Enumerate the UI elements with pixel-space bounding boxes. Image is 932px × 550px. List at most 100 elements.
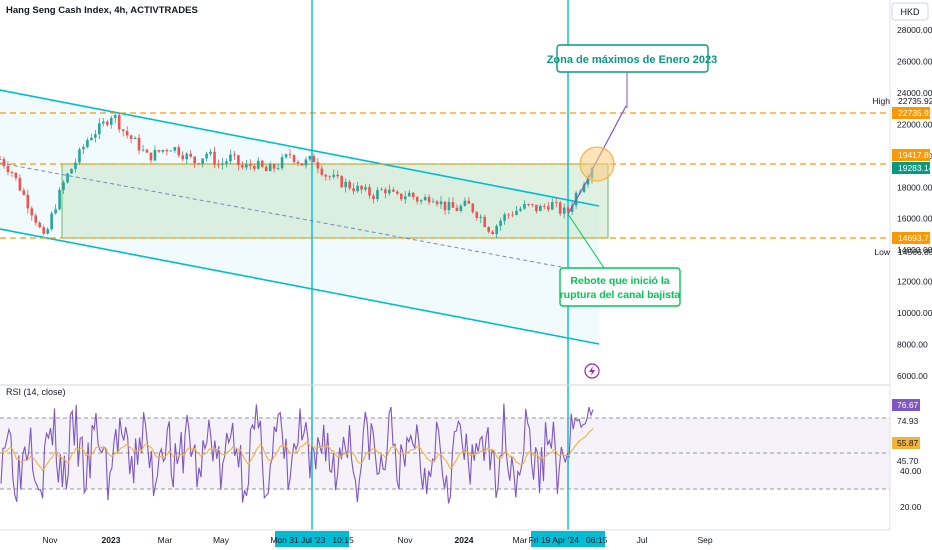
candle: [523, 200, 526, 210]
currency-badge[interactable]: [891, 2, 929, 21]
candle: [447, 197, 451, 215]
y-tick-2: 10000.00: [897, 308, 932, 318]
rsi-title[interactable]: RSI (14, close): [6, 387, 66, 397]
candle: [149, 152, 153, 164]
candle: [74, 158, 77, 173]
candle: [205, 151, 208, 162]
y-tick-10: 26000.00: [897, 56, 932, 66]
candle: [356, 181, 359, 193]
annotation-bottom-line1: Rebote que inició la: [570, 275, 669, 287]
candle: [169, 149, 173, 152]
candle: [121, 128, 125, 137]
y-tick-6: 18000.00: [897, 182, 932, 192]
candle: [2, 156, 6, 169]
channel-lower-line[interactable]: [0, 228, 600, 345]
candle: [368, 184, 371, 199]
candle: [491, 229, 494, 235]
candle: [467, 196, 471, 204]
lightning-icon[interactable]: [584, 363, 600, 379]
time-marker-first-label: Mon 31 Jul '23 10:15: [270, 535, 354, 545]
candle: [312, 153, 316, 163]
annotation-bottom[interactable]: Rebote que inició la ruptura del canal b…: [559, 267, 681, 307]
currency-label: HKD: [900, 7, 920, 17]
candle: [30, 205, 34, 221]
chart-title[interactable]: Hang Seng Cash Index, 4h, ACTIVTRADES: [6, 5, 198, 16]
candle: [141, 144, 145, 152]
candle: [384, 187, 387, 199]
y-tick-9: 24000.00: [897, 88, 932, 98]
support-badge: [892, 232, 930, 244]
rsi-axis-ticks: 20.00 40.00: [900, 466, 922, 512]
candle: [42, 224, 46, 235]
candle: [189, 150, 193, 159]
candle: [153, 145, 157, 162]
low-value: 14566.85: [898, 247, 932, 257]
candle: [284, 153, 288, 160]
candle: [177, 144, 181, 158]
candle: [62, 180, 65, 195]
candle: [260, 159, 264, 168]
candle: [38, 221, 42, 229]
high-value: 22735.92: [898, 96, 932, 106]
candle: [14, 172, 18, 181]
candle: [145, 148, 149, 153]
candle: [439, 196, 443, 210]
candle: [392, 187, 395, 193]
high-line-value: 22735.92: [898, 108, 932, 118]
candle: [399, 193, 403, 202]
rsi-line[interactable]: [0, 403, 594, 504]
time-marker-first[interactable]: [275, 531, 349, 547]
y-tick-1: 8000.00: [897, 340, 928, 350]
candle: [70, 168, 73, 174]
annotation-top[interactable]: Zona de máximos de Enero 2023: [547, 44, 718, 73]
candle: [304, 156, 308, 169]
annotation-bottom-line2: ruptura del canal bajista: [560, 289, 681, 301]
candle: [98, 118, 101, 139]
candle: [0, 155, 2, 160]
candle: [396, 189, 399, 196]
channel-mid-line[interactable]: [0, 162, 600, 275]
candle: [58, 187, 61, 211]
candle: [372, 193, 375, 204]
time-axis-ticks[interactable]: Nov2023MarMaySepNov2024MarJulSep: [42, 535, 712, 545]
candle: [515, 205, 518, 216]
candle: [531, 203, 534, 207]
candle: [237, 154, 240, 171]
rsi-last-badge: [892, 399, 920, 411]
channel-upper-line[interactable]: [0, 89, 600, 207]
candle: [483, 214, 487, 228]
candle: [18, 174, 22, 192]
candle: [364, 183, 367, 192]
candle: [320, 165, 324, 177]
resistance-badge: [892, 149, 930, 161]
highlight-circle[interactable]: [579, 146, 615, 182]
candle: [419, 199, 423, 205]
time-marker-second[interactable]: [531, 531, 605, 547]
candle: [451, 196, 455, 208]
candle: [471, 202, 475, 214]
rsi-mid-value: 45.70: [897, 456, 919, 466]
rsi-ma-line[interactable]: [0, 428, 594, 472]
candle: [268, 161, 272, 172]
candle: [503, 212, 506, 225]
candle: [22, 187, 26, 196]
x-tick-2: Mar: [158, 535, 173, 545]
candle: [105, 119, 109, 127]
candle: [554, 197, 558, 208]
candle: [117, 113, 121, 133]
candle: [292, 154, 296, 165]
candle: [475, 210, 479, 221]
candle: [459, 203, 463, 213]
rsi-tick-1: 40.00: [900, 466, 922, 476]
candle: [324, 173, 328, 181]
candle: [137, 133, 141, 155]
candle: [82, 144, 85, 154]
candle: [308, 155, 312, 162]
candle: [109, 115, 113, 129]
candle: [225, 158, 228, 168]
candle: [272, 163, 276, 173]
price-axis[interactable]: [890, 0, 932, 550]
candle: [157, 149, 161, 154]
candle: [543, 203, 546, 210]
